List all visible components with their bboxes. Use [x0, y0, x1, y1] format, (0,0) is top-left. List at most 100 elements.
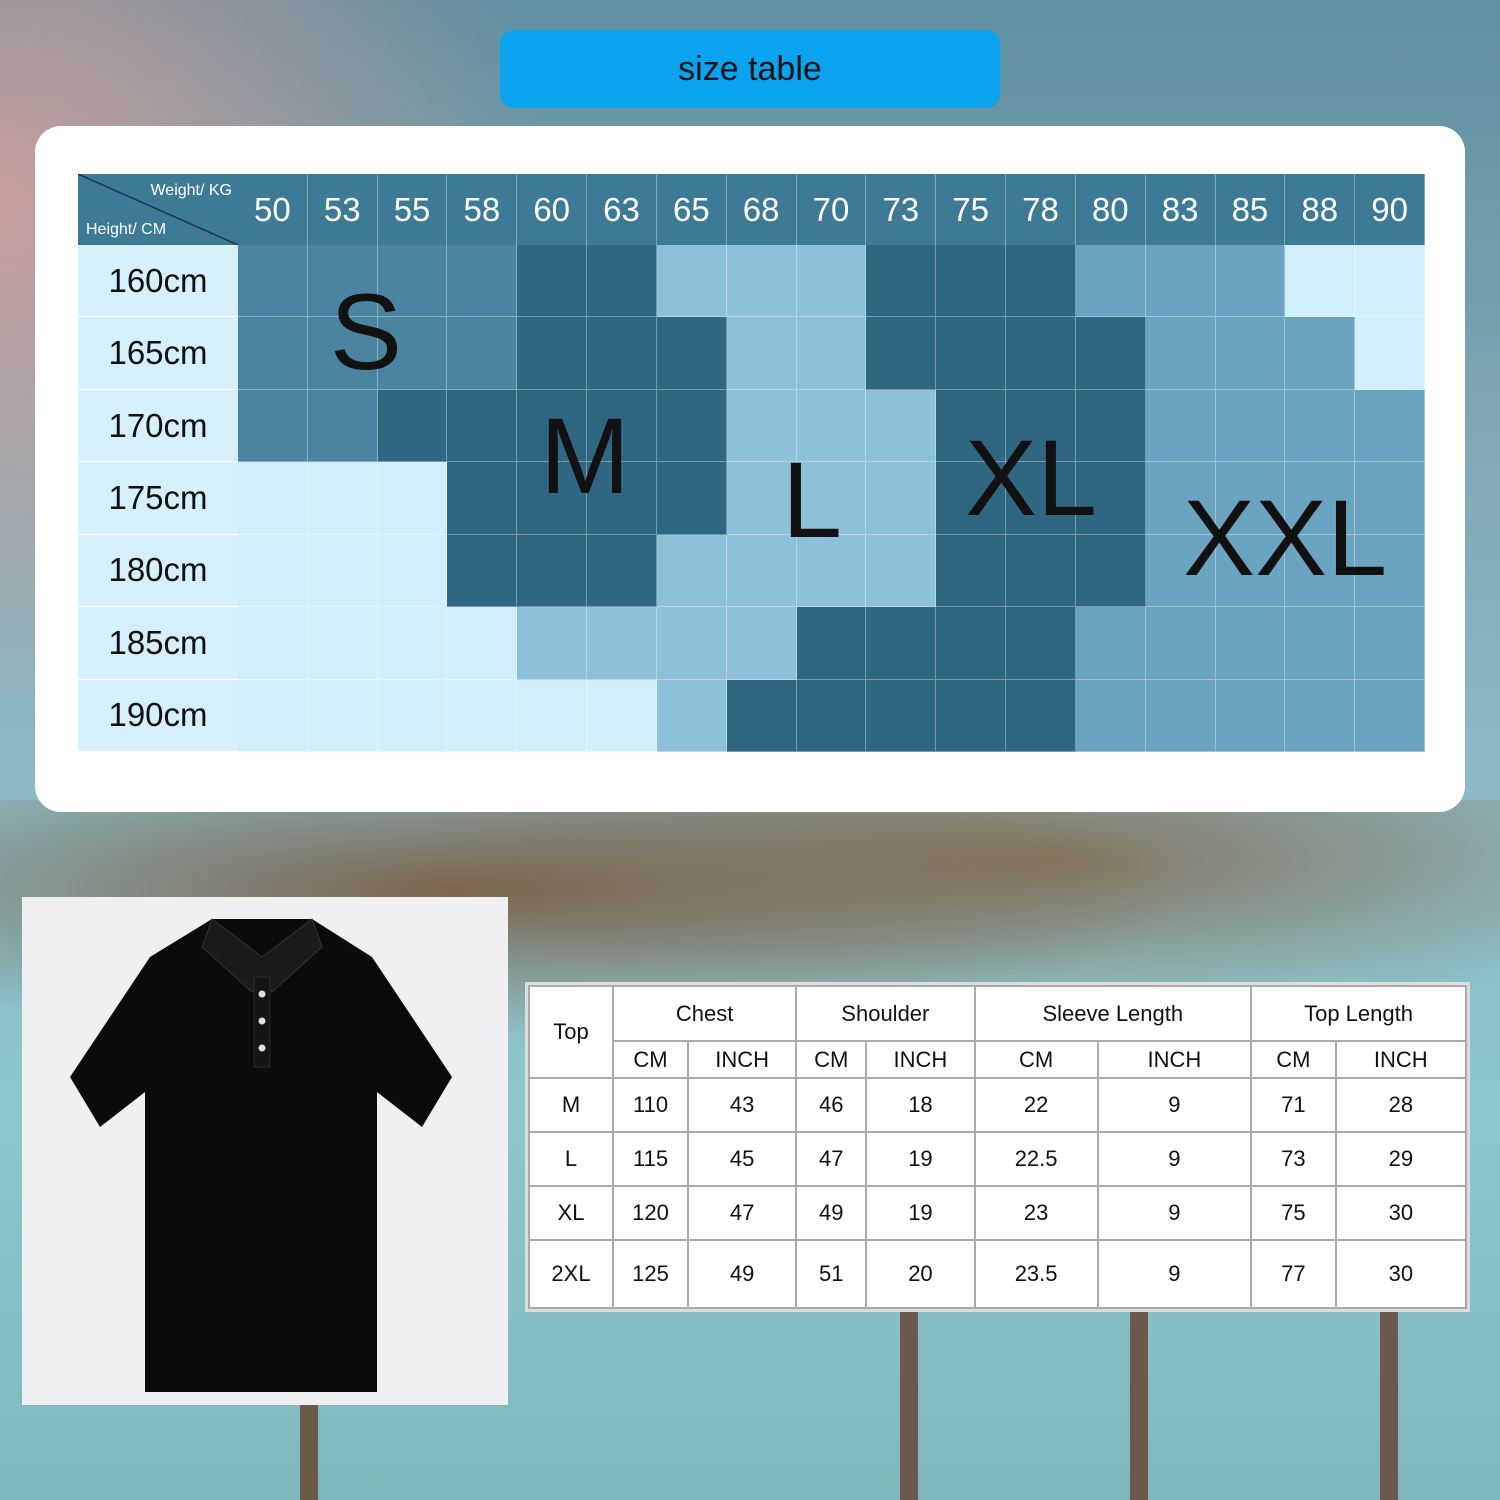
- size-cell: [377, 317, 448, 390]
- measurement-cell: 47: [795, 1131, 868, 1187]
- size-cell: [936, 607, 1007, 680]
- weight-header: 78: [1006, 174, 1076, 245]
- measurement-cell: 22: [973, 1077, 1099, 1133]
- weight-header: 80: [1075, 174, 1146, 245]
- table-row: M 110 43 46 18 22 9 71 28: [528, 1077, 1468, 1133]
- size-cell: [1006, 679, 1076, 752]
- unit-header: INCH: [687, 1040, 798, 1079]
- size-cell: [1215, 317, 1286, 390]
- measurement-cell: 46: [795, 1077, 868, 1133]
- weight-axis-label: Weight/ KG: [150, 182, 232, 199]
- weight-header: 70: [796, 174, 867, 245]
- size-cell: [307, 317, 378, 390]
- measurement-cell: 29: [1334, 1131, 1468, 1187]
- weight-header: 73: [866, 174, 937, 245]
- size-cell: [307, 534, 378, 608]
- height-label: 185cm: [78, 607, 238, 680]
- size-cell: [656, 534, 727, 608]
- size-label-l: L: [782, 439, 843, 560]
- weight-header: 60: [517, 174, 588, 245]
- size-cell: [1285, 245, 1356, 318]
- size-cell: [866, 679, 937, 752]
- size-cell: [866, 389, 937, 463]
- size-cell: [656, 462, 727, 535]
- size-cell: [1285, 462, 1356, 535]
- size-cell: [1215, 607, 1286, 680]
- size-cell: [1355, 245, 1425, 318]
- weight-header: 68: [726, 174, 797, 245]
- size-cell: [936, 317, 1007, 390]
- size-cell: [587, 317, 657, 390]
- size-cell: [517, 607, 588, 680]
- measurement-cell: 110: [611, 1077, 690, 1133]
- size-cell: [1075, 245, 1146, 318]
- size-cell: [726, 317, 797, 390]
- weight-header: 83: [1145, 174, 1216, 245]
- size-cell: [447, 462, 518, 535]
- size-cell: [936, 679, 1007, 752]
- unit-header: CM: [795, 1040, 868, 1079]
- height-label: 160cm: [78, 245, 238, 318]
- weight-header: 88: [1285, 174, 1356, 245]
- size-cell: [307, 389, 378, 463]
- measurement-table: Top Chest Shoulder Sleeve Length Top Len…: [525, 982, 1470, 1312]
- size-cell: [238, 534, 308, 608]
- size-cell: [1075, 389, 1146, 463]
- size-cell: [1006, 534, 1076, 608]
- size-cell: [1145, 607, 1216, 680]
- measurement-cell: 30: [1334, 1185, 1468, 1241]
- size-cell: [377, 389, 448, 463]
- corner-header: Weight/ KG Height/ CM: [78, 174, 238, 245]
- size-cell: [447, 679, 518, 752]
- size-cell: [1285, 534, 1356, 608]
- size-cell: [726, 462, 797, 535]
- diagonal-line: [78, 174, 238, 245]
- size-cell: [1006, 317, 1076, 390]
- product-image-panel: [22, 897, 508, 1405]
- measurement-cell: 19: [865, 1185, 976, 1241]
- group-header: Sleeve Length: [973, 985, 1253, 1042]
- size-cell: [936, 389, 1007, 463]
- size-cell: [1215, 679, 1286, 752]
- size-cell: [1355, 462, 1425, 535]
- size-cell: [866, 534, 937, 608]
- measurement-cell: 47: [687, 1185, 798, 1241]
- size-cell: [1145, 317, 1216, 390]
- height-label: 175cm: [78, 462, 238, 535]
- size-cell: [1145, 679, 1216, 752]
- size-cell: [1006, 462, 1076, 535]
- size-cell: [587, 389, 657, 463]
- size-cell: [1215, 245, 1286, 318]
- size-cell: [936, 534, 1007, 608]
- size-cell: [1145, 462, 1216, 535]
- size-cell: [1215, 534, 1286, 608]
- size-cell: [1285, 317, 1356, 390]
- unit-header: CM: [973, 1040, 1099, 1079]
- measurement-cell: 51: [795, 1239, 868, 1309]
- size-cell: [656, 245, 727, 318]
- size-cell: [517, 317, 588, 390]
- size-cell: [1355, 317, 1425, 390]
- size-cell: [587, 245, 657, 318]
- weight-header: 65: [656, 174, 727, 245]
- weight-header: 55: [377, 174, 448, 245]
- size-cell: [307, 462, 378, 535]
- measurement-cell: 23.5: [973, 1239, 1099, 1309]
- size-cell: [796, 679, 867, 752]
- size-label-xxl: XXL: [1183, 477, 1388, 598]
- measurement-cell: 125: [611, 1239, 690, 1309]
- size-cell: [1006, 607, 1076, 680]
- measurement-cell: 73: [1250, 1131, 1337, 1187]
- size-cell: [1075, 462, 1146, 535]
- weight-header: 58: [447, 174, 518, 245]
- size-cell: [796, 389, 867, 463]
- size-cell: [377, 607, 448, 680]
- height-label: 180cm: [78, 534, 238, 608]
- measurement-cell: 9: [1096, 1239, 1253, 1309]
- measurement-cell: 43: [687, 1077, 798, 1133]
- weight-header: 90: [1355, 174, 1425, 245]
- size-cell: [1215, 389, 1286, 463]
- size-cell: [656, 607, 727, 680]
- size-cell: [447, 534, 518, 608]
- size-cell: [238, 389, 308, 463]
